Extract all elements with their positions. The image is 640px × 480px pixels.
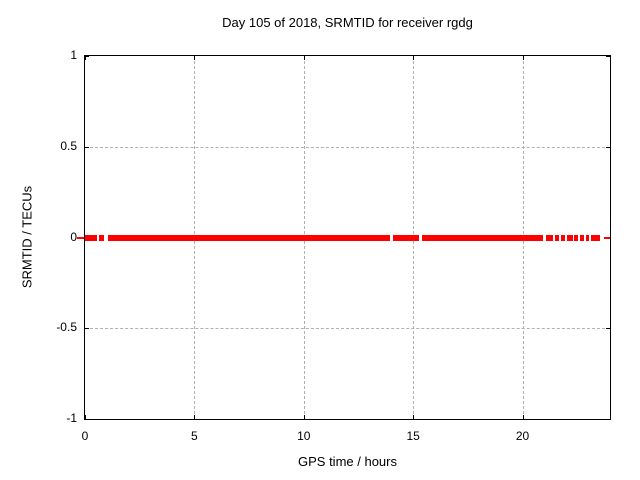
y-tick-label: 1 — [70, 48, 77, 62]
x-tick-label: 15 — [406, 429, 420, 443]
x-tick-label: 10 — [297, 429, 311, 443]
y-tick-mark — [85, 328, 89, 330]
data-segment — [566, 234, 574, 241]
data-segment — [561, 234, 565, 241]
x-tick-label: 0 — [81, 429, 89, 443]
x-axis-label: GPS time / hours — [298, 454, 397, 469]
data-segment — [107, 234, 390, 241]
y-tick-label: -0.5 — [56, 320, 77, 335]
y-tick-mark-right — [606, 328, 610, 330]
y-tick-mark — [85, 56, 89, 57]
x-tick-mark-top — [194, 56, 196, 60]
data-segment — [555, 234, 560, 241]
x-tick-mark — [522, 415, 524, 419]
x-tick-mark-top — [85, 56, 86, 60]
data-segment — [580, 234, 584, 241]
data-segment — [545, 234, 553, 241]
x-tick-mark-top — [522, 56, 524, 60]
x-tick-label: 20 — [515, 429, 530, 443]
y-tick-mark-right — [606, 146, 610, 148]
x-tick-mark — [303, 415, 305, 419]
x-tick-mark — [85, 415, 86, 419]
x-tick-label: 5 — [191, 429, 198, 443]
data-segment-thin — [604, 236, 610, 239]
data-segment — [422, 234, 544, 241]
chart-title: Day 105 of 2018, SRMTID for receiver rgd… — [222, 15, 473, 30]
gridline-horizontal — [85, 328, 610, 330]
data-segment — [585, 234, 589, 241]
x-tick-mark — [194, 415, 196, 419]
data-segment — [85, 234, 97, 241]
y-tick-mark — [85, 419, 89, 420]
x-tick-mark-top — [413, 56, 415, 60]
y-tick-mark-right — [606, 56, 610, 57]
data-dash-outside-axis — [76, 236, 84, 239]
gridline-horizontal — [85, 146, 610, 148]
data-segment — [393, 234, 420, 241]
x-tick-mark — [413, 415, 415, 419]
x-tick-mark-top — [303, 56, 305, 60]
data-segment — [99, 234, 105, 241]
y-tick-label: -1 — [66, 411, 77, 425]
y-tick-mark — [85, 146, 89, 148]
y-tick-mark-right — [606, 419, 610, 420]
y-tick-label: 0.5 — [60, 138, 77, 153]
y-tick-label: 0 — [70, 229, 77, 244]
data-segment — [573, 234, 579, 241]
data-segment — [590, 234, 600, 241]
y-axis-label: SRMTID / TECUs — [19, 185, 35, 289]
